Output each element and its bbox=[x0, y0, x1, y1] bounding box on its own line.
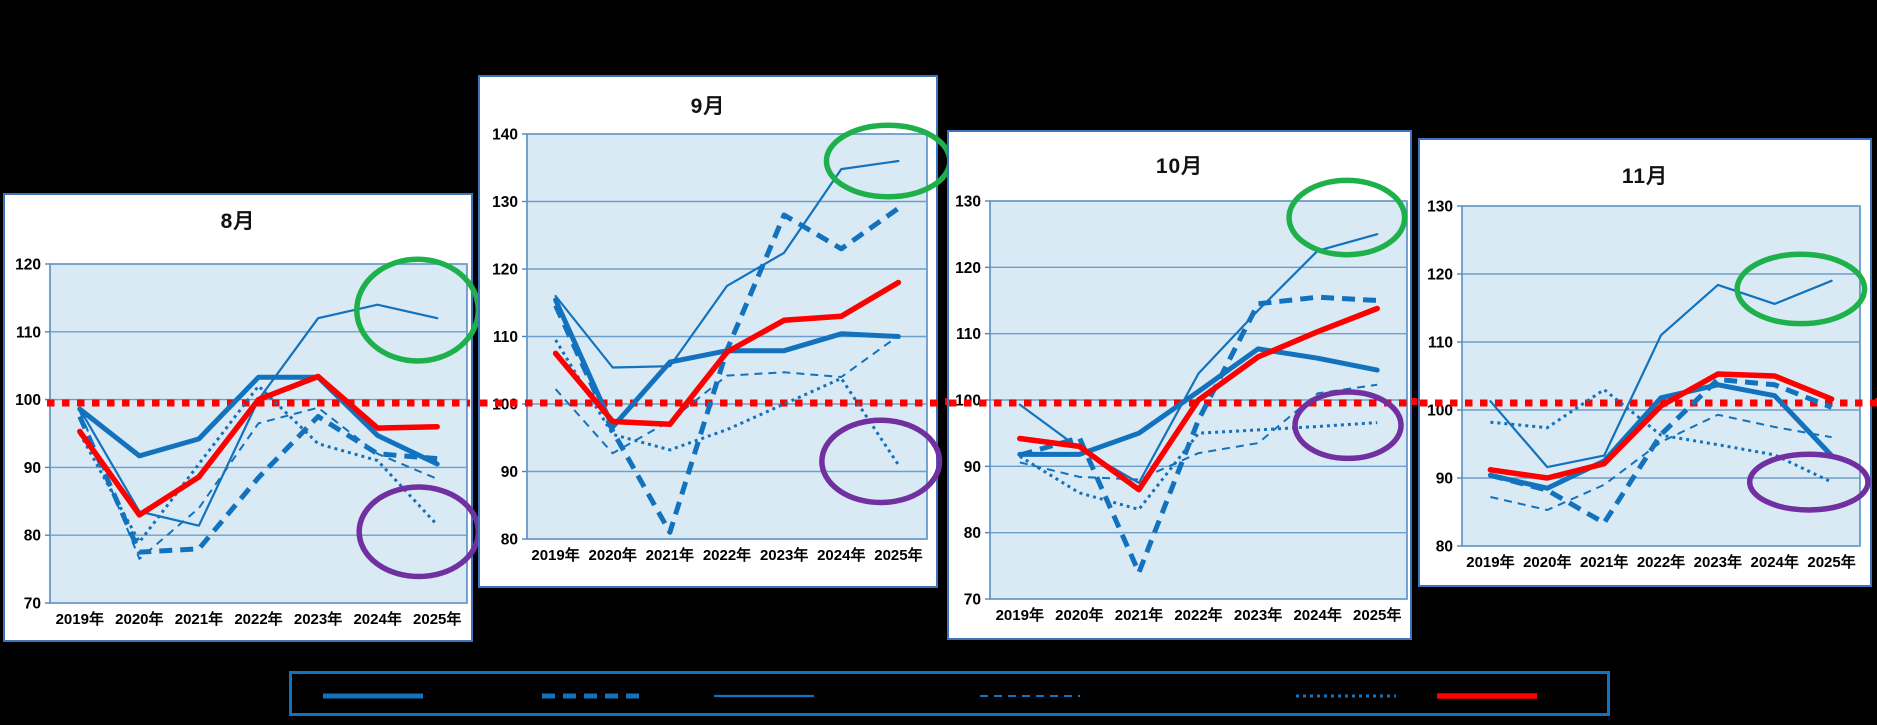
x-tick-label: 2020年 bbox=[1055, 606, 1103, 624]
series-thick-dashed-blue-line bbox=[77, 414, 438, 555]
legend-line-samples bbox=[323, 693, 1537, 699]
series-thin-dashed-blue-line bbox=[78, 406, 438, 560]
chart-panel-november: 11月 80 90 100 110 120 130 2019年 2020年 2021年 2022年… bbox=[1418, 138, 1877, 587]
x-tick-label: 2022年 bbox=[1637, 553, 1685, 571]
x-tick-label: 2023年 bbox=[1234, 606, 1282, 624]
x-tick-label: 2024年 bbox=[817, 546, 865, 564]
x-tick-label: 2020年 bbox=[1523, 553, 1571, 571]
plot-area bbox=[49, 263, 468, 604]
x-tick-label: 2025年 bbox=[874, 546, 922, 564]
y-tick-label: 90 bbox=[24, 460, 41, 477]
y-tick-label: 70 bbox=[24, 596, 41, 613]
y-tick-label: 70 bbox=[964, 592, 981, 609]
y-tick-label: 90 bbox=[501, 464, 518, 481]
x-tick-label: 2024年 bbox=[1751, 553, 1799, 571]
series-thick-solid-blue-line bbox=[1487, 382, 1835, 491]
x-tick-label: 2025年 bbox=[1807, 553, 1855, 571]
x-tick-label: 2022年 bbox=[703, 546, 751, 564]
y-tick-label: 80 bbox=[1436, 539, 1453, 556]
y-tick-label: 130 bbox=[1427, 199, 1453, 216]
annotation-purple-ellipse bbox=[819, 417, 943, 506]
series-thick-solid-red-line bbox=[1017, 305, 1380, 493]
y-tick-label: 120 bbox=[15, 257, 41, 274]
chart-panel-august: 8月 70 80 90 100 110 120 2019年 2020年 2021年 2022年 20… bbox=[3, 193, 482, 642]
chart-panel-october: 10月 7080901001101201302019年2020年2021年202… bbox=[947, 130, 1412, 640]
x-tick-label: 2019年 bbox=[531, 546, 579, 564]
chart-november: 80 90 100 110 120 130 2019年 2020年 2021年 2022年 2023… bbox=[1420, 199, 1877, 571]
x-tick-label: 2019年 bbox=[56, 610, 104, 628]
x-tick-label: 2020年 bbox=[115, 610, 163, 628]
y-tick-label: 110 bbox=[956, 326, 981, 343]
x-tick-label: 2019年 bbox=[1466, 553, 1514, 571]
chart-title-september: 9月 bbox=[690, 95, 726, 118]
y-tick-label: 90 bbox=[964, 459, 981, 476]
y-tick-label: 100 bbox=[15, 392, 41, 409]
y-tick-label: 140 bbox=[492, 127, 518, 144]
y-tick-label: 110 bbox=[493, 329, 518, 346]
series-thick-dashed-blue-line bbox=[1489, 376, 1833, 526]
x-tick-label: 2023年 bbox=[294, 610, 342, 628]
y-tick-label: 110 bbox=[1428, 335, 1453, 352]
annotation-purple-ellipse bbox=[1292, 389, 1404, 462]
x-tick-label: 2024年 bbox=[353, 610, 401, 628]
chart-title-november: 11月 bbox=[1621, 165, 1669, 188]
y-tick-label: 90 bbox=[1436, 471, 1453, 488]
y-tick-label: 80 bbox=[24, 528, 41, 545]
plot-area bbox=[1461, 205, 1861, 547]
x-tick-label: 2024年 bbox=[1293, 606, 1341, 624]
series-dotted-blue-line bbox=[1490, 388, 1833, 484]
series-thin-dashed-blue-line bbox=[1490, 413, 1832, 511]
x-tick-label: 2019年 bbox=[996, 606, 1044, 624]
legend bbox=[289, 671, 1610, 716]
chart-august: 70 80 90 100 110 120 2019年 2020年 2021年 2022年 2023年… bbox=[15, 257, 482, 628]
chart-title-october: 10月 bbox=[1155, 155, 1204, 178]
y-tick-label: 80 bbox=[964, 525, 981, 542]
x-tick-label: 2021年 bbox=[646, 546, 694, 564]
series-dotted-blue-line bbox=[78, 384, 439, 544]
x-tick-label: 2020年 bbox=[589, 546, 637, 564]
series-thick-solid-blue-line bbox=[77, 374, 440, 467]
y-tick-label: 120 bbox=[955, 260, 981, 277]
series-thin-solid-blue-line bbox=[1489, 279, 1833, 469]
annotation-green-ellipse bbox=[1286, 177, 1408, 258]
series-thick-solid-red-line bbox=[1487, 371, 1835, 481]
x-tick-label: 2025年 bbox=[1353, 606, 1401, 624]
series-thick-solid-red-line bbox=[552, 279, 902, 428]
series-thick-solid-red-line bbox=[77, 373, 440, 518]
y-tick-label: 120 bbox=[492, 262, 518, 279]
y-tick-label: 130 bbox=[492, 194, 518, 211]
y-tick-label: 110 bbox=[16, 324, 41, 341]
y-tick-label: 130 bbox=[955, 194, 981, 211]
x-tick-label: 2022年 bbox=[1174, 606, 1222, 624]
x-tick-label: 2021年 bbox=[1580, 553, 1628, 571]
series-thin-dashed-blue-line bbox=[554, 334, 899, 455]
x-tick-label: 2021年 bbox=[1115, 606, 1163, 624]
x-tick-label: 2025年 bbox=[413, 610, 461, 628]
x-tick-label: 2021年 bbox=[175, 610, 223, 628]
annotation-green-ellipse bbox=[1734, 251, 1868, 327]
chart-october: 7080901001101201302019年2020年2021年2022年20… bbox=[949, 177, 1409, 624]
chart-panel-september: 9月 80 90 100 110 120 130 140 2019年 2020年 2021年 202… bbox=[478, 75, 953, 588]
x-tick-label: 2022年 bbox=[234, 610, 282, 628]
y-tick-label: 80 bbox=[501, 532, 518, 549]
series-thick-solid-blue-line bbox=[1017, 346, 1380, 457]
chart-title-august: 8月 bbox=[220, 210, 256, 233]
y-tick-label: 100 bbox=[1427, 403, 1453, 420]
series-thin-solid-blue-line bbox=[554, 159, 900, 369]
x-tick-label: 2023年 bbox=[760, 546, 808, 564]
y-tick-label: 120 bbox=[1427, 267, 1453, 284]
x-tick-label: 2023年 bbox=[1694, 553, 1742, 571]
series-thin-dashed-blue-line bbox=[1019, 383, 1378, 481]
annotation-purple-ellipse bbox=[1746, 451, 1871, 513]
